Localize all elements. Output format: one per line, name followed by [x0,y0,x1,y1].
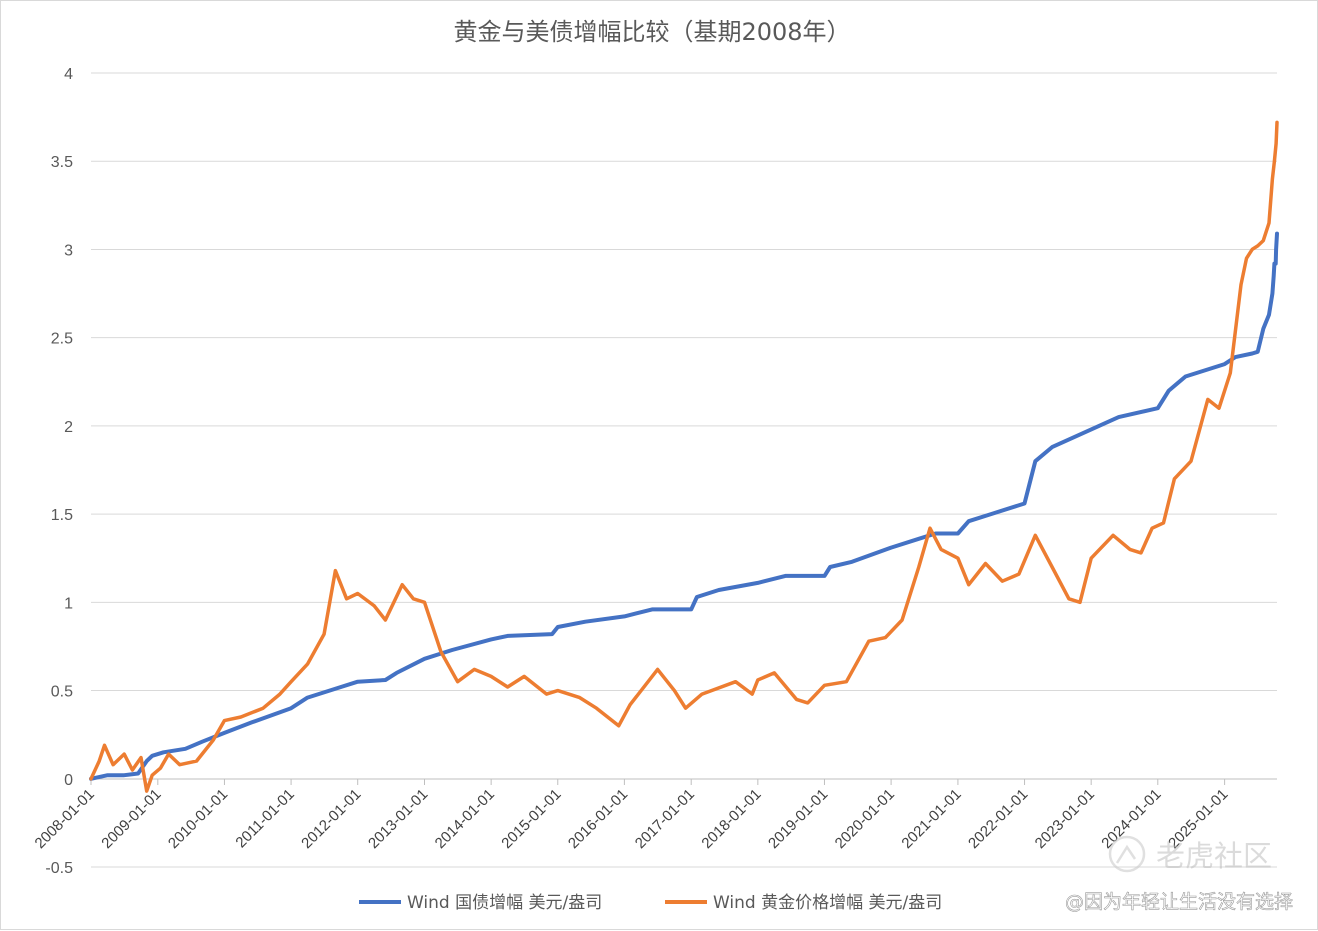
x-tick-label: 2024-01-01 [1098,786,1164,852]
y-tick-label: 3 [64,242,73,259]
x-axis-ticks: 2008-01-01 2009-01-01 2010-01-01 2011-01-01… [32,779,1231,852]
y-axis-ticks: -0.5 0 0.5 1 1.5 2 2.5 3 3.5 4 [45,66,73,877]
y-tick-label: 0.5 [51,684,73,701]
x-tick-label: 2022-01-01 [965,786,1031,852]
y-tick-label: 1 [64,595,73,612]
watermark: 老虎社区 [1108,835,1272,873]
y-tick-label: -0.5 [45,860,73,877]
y-tick-label: 0 [64,772,73,789]
legend-label-gold: Wind 黄金价格增幅 美元/盎司 [713,893,942,913]
chart-title: 黄金与美债增幅比较（基期2008年） [453,18,850,46]
y-tick-label: 2.5 [51,331,73,348]
watermark-brand: 老虎社区 [1156,839,1272,873]
x-tick-label: 2019-01-01 [765,786,831,852]
x-tick-label: 2009-01-01 [98,786,164,852]
x-tick-label: 2013-01-01 [365,786,431,852]
legend: Wind 国债增幅 美元/盎司 Wind 黄金价格增幅 美元/盎司 [359,893,942,913]
legend-label-bonds: Wind 国债增幅 美元/盎司 [407,893,602,913]
x-tick-label: 2017-01-01 [632,786,698,852]
y-tick-label: 4 [64,66,73,83]
y-tick-label: 3.5 [51,154,73,171]
x-tick-label: 2016-01-01 [565,786,631,852]
tiger-logo-icon [1108,835,1146,873]
x-tick-label: 2014-01-01 [432,786,498,852]
x-tick-label: 2011-01-01 [232,786,297,851]
series-line-bonds [89,231,1279,781]
gridlines [91,72,1277,868]
watermark-handle: @因为年轻让生活没有选择 [1065,891,1293,913]
x-tick-label: 2023-01-01 [1032,786,1098,852]
y-tick-label: 2 [64,419,73,436]
x-tick-label: 2020-01-01 [832,786,898,852]
series-group [89,120,1279,793]
y-tick-label: 1.5 [51,507,73,524]
x-tick-label: 2012-01-01 [298,786,364,852]
x-tick-label: 2010-01-01 [165,786,231,852]
series-line-gold [89,120,1279,793]
x-tick-label: 2015-01-01 [498,786,564,852]
x-tick-label: 2021-01-01 [898,786,964,852]
x-tick-label: 2008-01-01 [32,786,98,852]
x-tick-label: 2018-01-01 [698,786,764,852]
